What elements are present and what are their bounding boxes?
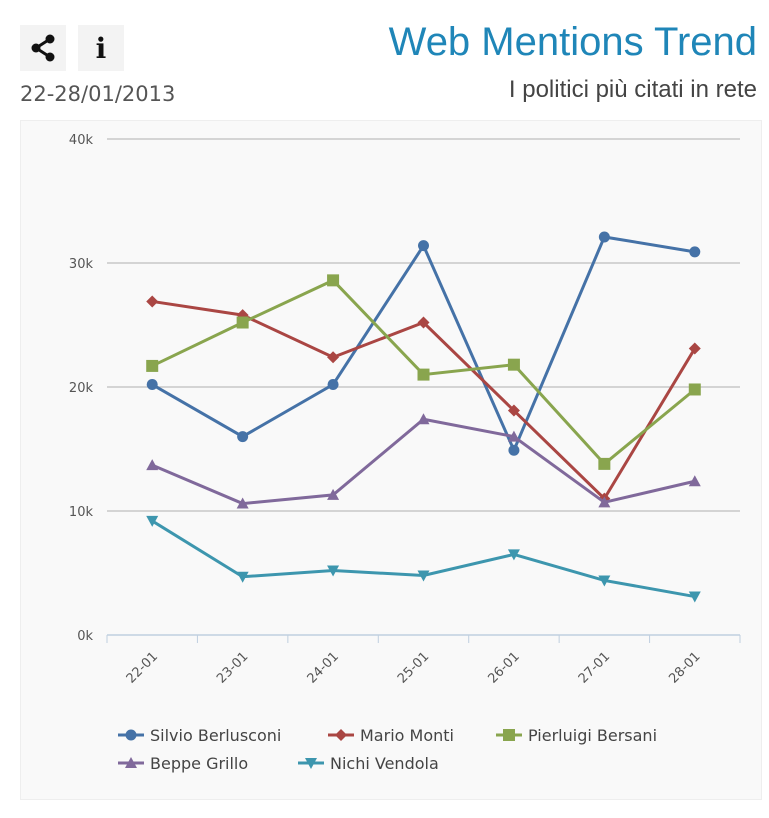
data-point[interactable]	[598, 496, 611, 508]
legend-label: Pierluigi Bersani	[528, 726, 657, 745]
x-tick-label: 24-01	[305, 649, 342, 686]
legend-circle-icon	[125, 729, 137, 741]
legend-label: Mario Monti	[360, 726, 454, 745]
data-point[interactable]	[146, 459, 159, 471]
legend-item[interactable]: Beppe Grillo	[118, 754, 248, 773]
legend-diamond-icon	[335, 729, 347, 741]
data-point[interactable]	[146, 379, 158, 391]
data-point[interactable]	[146, 295, 159, 308]
date-range: 22-28/01/2013	[20, 82, 176, 106]
legend-item[interactable]: Silvio Berlusconi	[118, 726, 281, 745]
x-tick-label: 26-01	[485, 649, 522, 686]
data-point[interactable]	[236, 571, 249, 583]
legend-square-icon	[503, 729, 515, 741]
data-point[interactable]	[236, 497, 249, 509]
series-mario-monti	[146, 295, 701, 505]
data-point[interactable]	[417, 368, 430, 381]
legend-triangle-down-icon	[305, 758, 317, 769]
legend-item[interactable]: Mario Monti	[328, 726, 454, 745]
legend-item[interactable]: Nichi Vendola	[298, 754, 439, 773]
data-point[interactable]	[146, 515, 159, 527]
data-point[interactable]	[689, 246, 701, 258]
data-point[interactable]	[417, 570, 430, 582]
legend-label: Beppe Grillo	[150, 754, 248, 773]
x-tick-label: 22-01	[124, 649, 161, 686]
data-point[interactable]	[688, 475, 701, 487]
y-tick-label: 0k	[77, 629, 93, 644]
data-point[interactable]	[507, 549, 520, 561]
y-tick-label: 20k	[69, 381, 94, 396]
series-nichi-vendola	[146, 515, 701, 603]
y-tick-label: 30k	[69, 257, 94, 272]
data-point[interactable]	[327, 351, 340, 364]
data-point[interactable]	[688, 591, 701, 603]
series-beppe-grillo	[146, 413, 701, 509]
data-point[interactable]	[146, 359, 159, 372]
legend-label: Nichi Vendola	[330, 754, 439, 773]
data-point[interactable]	[237, 431, 249, 443]
y-tick-label: 10k	[69, 505, 94, 520]
data-point[interactable]	[598, 231, 610, 243]
data-point[interactable]	[507, 358, 520, 371]
chart-title: Web Mentions Trend	[388, 20, 757, 64]
data-point[interactable]	[327, 274, 340, 287]
data-point[interactable]	[598, 457, 611, 470]
x-tick-label: 27-01	[576, 649, 613, 686]
data-point[interactable]	[417, 316, 430, 329]
data-point[interactable]	[236, 316, 249, 329]
x-tick-label: 25-01	[395, 649, 432, 686]
share-button[interactable]	[20, 25, 66, 71]
data-point[interactable]	[598, 575, 611, 587]
data-point[interactable]	[327, 565, 340, 577]
series-silvio-berlusconi	[146, 231, 701, 456]
share-icon	[31, 34, 55, 62]
data-point[interactable]	[327, 379, 339, 391]
data-point[interactable]	[417, 413, 430, 425]
data-point[interactable]	[327, 488, 340, 500]
data-point[interactable]	[688, 383, 701, 396]
data-point[interactable]	[418, 240, 429, 252]
y-tick-label: 40k	[69, 133, 94, 148]
data-point[interactable]	[507, 404, 520, 417]
legend-item[interactable]: Pierluigi Bersani	[496, 726, 657, 745]
info-icon: i	[95, 31, 107, 65]
x-tick-label: 28-01	[666, 649, 703, 686]
series-pierluigi-bersani	[146, 274, 701, 470]
legend-label: Silvio Berlusconi	[150, 726, 281, 745]
chart-card	[20, 120, 762, 800]
x-tick-label: 23-01	[214, 649, 251, 686]
series-line	[151, 299, 697, 501]
legend-triangle-icon	[125, 757, 137, 768]
data-point[interactable]	[508, 444, 520, 456]
data-point[interactable]	[507, 430, 520, 442]
info-button[interactable]: i	[78, 25, 124, 71]
data-point[interactable]	[688, 342, 701, 355]
chart-subtitle: I politici più citati in rete	[508, 76, 757, 103]
series-line	[151, 519, 696, 599]
